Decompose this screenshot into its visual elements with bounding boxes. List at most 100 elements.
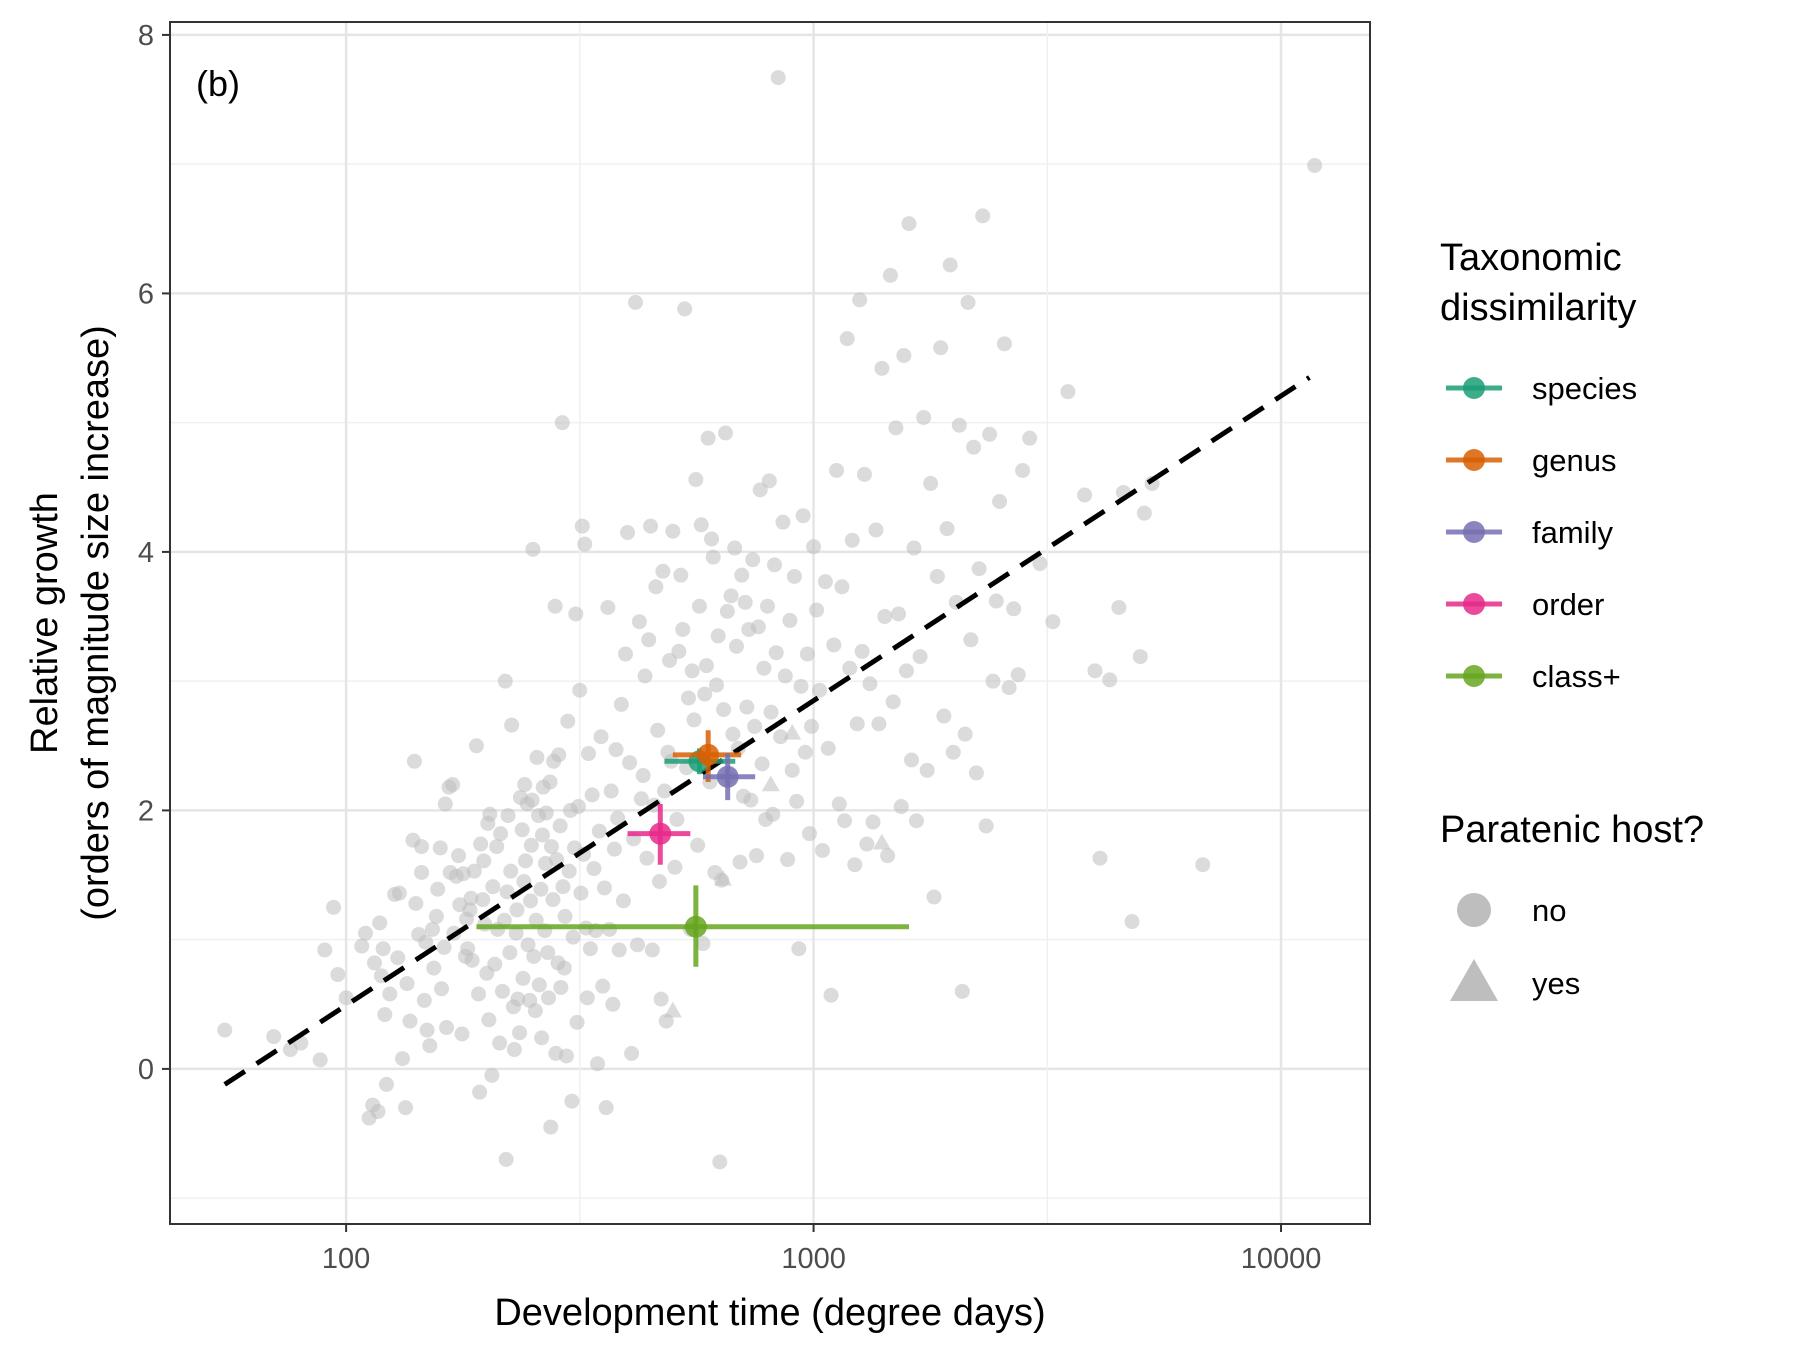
background-point [782, 612, 798, 628]
background-point [620, 525, 636, 541]
background-point [523, 893, 539, 909]
y-axis-title: Relative growth (orders of magnitude siz… [24, 325, 117, 921]
legend-shape-label: yes [1532, 966, 1580, 1001]
background-point [806, 539, 822, 555]
background-point [602, 921, 618, 937]
background-point [428, 908, 444, 924]
background-point [1045, 614, 1061, 630]
background-point [503, 863, 519, 879]
background-point [547, 598, 563, 614]
y-tick-label: 2 [138, 795, 154, 827]
background-point [451, 848, 467, 864]
y-axis-title-line1: Relative growth [24, 492, 66, 754]
background-point [923, 475, 939, 491]
background-point [942, 257, 958, 273]
legend-entry-class: class+ [1446, 659, 1621, 694]
background-point [756, 660, 772, 676]
background-point [906, 540, 922, 556]
background-point [710, 628, 726, 644]
background-point [667, 859, 683, 875]
background-point [460, 941, 476, 957]
background-point [829, 462, 845, 478]
background-point [514, 822, 530, 838]
legend-shape-entry-yes: yes [1450, 959, 1580, 1001]
background-point [437, 796, 453, 812]
background-point [912, 649, 928, 665]
background-point [590, 1056, 606, 1072]
background-point [370, 1104, 386, 1120]
background-point [551, 747, 567, 763]
background-point [695, 936, 711, 952]
background-point [665, 523, 681, 539]
background-point [743, 792, 759, 808]
background-point [719, 603, 735, 619]
background-point [541, 990, 557, 1006]
background-point [791, 941, 807, 957]
background-point [1006, 601, 1022, 617]
background-point [904, 752, 920, 768]
background-point [712, 1154, 728, 1170]
legend-label: species [1532, 371, 1637, 406]
background-point [574, 518, 590, 534]
background-point [669, 811, 685, 827]
background-point [809, 602, 825, 618]
background-point [471, 986, 487, 1002]
background-point [473, 836, 489, 852]
background-point [975, 208, 991, 224]
background-point [996, 336, 1012, 352]
background-point [512, 1025, 528, 1041]
background-point [641, 632, 657, 648]
background-point [761, 473, 777, 489]
background-point [439, 1020, 455, 1036]
background-point [596, 880, 612, 896]
background-point [650, 722, 666, 738]
background-point [436, 939, 452, 955]
background-point [815, 842, 831, 858]
background-point [763, 704, 779, 720]
legend: Taxonomic dissimilarity species genus fami… [1440, 237, 1704, 1001]
background-point [704, 531, 720, 547]
background-point [586, 861, 602, 877]
background-point [908, 813, 924, 829]
background-point [391, 885, 407, 901]
background-point [510, 991, 526, 1007]
background-point [434, 981, 450, 997]
background-point [691, 598, 707, 614]
background-point [378, 1076, 394, 1092]
background-point [481, 1012, 497, 1028]
background-point [690, 837, 706, 853]
background-point [839, 331, 855, 347]
background-point [657, 783, 673, 799]
background-point [533, 881, 549, 897]
background-point [1077, 487, 1093, 503]
background-point [375, 941, 391, 957]
background-point [951, 417, 967, 433]
background-point-triangle [761, 775, 780, 792]
background-point [842, 660, 858, 676]
background-point [570, 799, 586, 815]
background-point [628, 294, 644, 310]
background-point [985, 673, 1001, 689]
background-point [496, 912, 512, 928]
background-point [1124, 914, 1140, 930]
background-point [834, 579, 850, 595]
background-point [517, 777, 533, 793]
background-point [877, 609, 893, 625]
background-point [595, 978, 611, 994]
background-point [466, 863, 482, 879]
background-point [882, 267, 898, 283]
background-point [852, 292, 868, 308]
background-point [572, 682, 588, 698]
background-point [688, 472, 704, 488]
background-point [464, 952, 480, 968]
background-point [777, 668, 793, 684]
background-point [497, 673, 513, 689]
background-point [525, 541, 541, 557]
background-point [528, 912, 544, 928]
background-point [960, 294, 976, 310]
background-point [504, 717, 520, 733]
background-point [639, 850, 655, 866]
background-point [475, 892, 491, 908]
background-point [637, 668, 653, 684]
